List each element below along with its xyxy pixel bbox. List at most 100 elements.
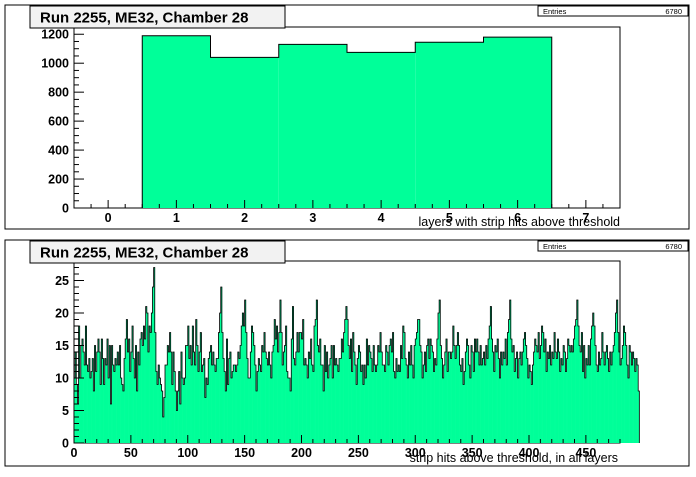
- bottom-bar: [576, 300, 579, 443]
- bottom-bar: [613, 345, 615, 443]
- bottom-bar: [94, 345, 96, 443]
- bottom-bar: [163, 397, 166, 443]
- bottom-bar: [230, 378, 233, 443]
- bottom-bar: [274, 319, 276, 443]
- bottom-bar: [436, 339, 439, 443]
- bottom-bar: [587, 365, 589, 443]
- bottom-bar: [584, 378, 587, 443]
- bottom-bar: [130, 352, 133, 443]
- bottom-bar: [273, 345, 275, 443]
- bottom-bar: [529, 365, 531, 443]
- bottom-bar: [424, 352, 426, 443]
- bottom-bar: [546, 371, 548, 443]
- bottom-bar: [105, 365, 108, 443]
- bottom-bar: [490, 306, 492, 443]
- bottom-bar: [101, 339, 103, 443]
- bottom-bar: [228, 358, 231, 443]
- bottom-bar: [362, 384, 365, 443]
- bottom-bar: [169, 332, 171, 443]
- bottom-bar: [145, 306, 148, 443]
- bottom-bar: [135, 345, 137, 443]
- bottom-bar: [195, 319, 198, 443]
- bottom-bar: [549, 345, 551, 443]
- bottom-bar: [357, 358, 359, 443]
- bottom-bar: [566, 358, 568, 443]
- bottom-bar: [167, 345, 169, 443]
- bottom-bar: [548, 358, 550, 443]
- bottom-bar: [258, 358, 260, 443]
- bottom-bar: [494, 345, 497, 443]
- bottom-bar: [301, 339, 303, 443]
- top-x-tick-label: 3: [309, 211, 316, 225]
- top-x-tick-label: 0: [105, 211, 112, 225]
- bottom-bar: [612, 352, 614, 443]
- bottom-y-tick-label: 0: [62, 437, 69, 451]
- bottom-bar: [399, 371, 401, 443]
- bottom-bar: [85, 326, 87, 443]
- bottom-x-tick-label: 300: [405, 446, 426, 460]
- bottom-bar: [229, 352, 232, 443]
- bottom-bar: [263, 332, 266, 443]
- bottom-bar: [409, 365, 411, 443]
- bottom-bar: [249, 378, 251, 443]
- bottom-bar: [491, 339, 493, 443]
- bottom-bar: [118, 365, 120, 443]
- bottom-histogram-outline: [73, 267, 640, 443]
- top-y-tick-label: 400: [48, 144, 69, 158]
- bottom-bar: [333, 345, 335, 443]
- bottom-bar: [237, 352, 240, 443]
- bottom-bar: [637, 365, 639, 443]
- bottom-bar: [341, 339, 343, 443]
- bottom-bar: [161, 391, 164, 443]
- bottom-bar: [337, 371, 340, 443]
- bottom-bar: [461, 358, 464, 443]
- bottom-bar: [574, 326, 576, 443]
- bottom-bar: [291, 339, 293, 443]
- bottom-bar: [428, 358, 431, 443]
- bottom-bar: [325, 371, 327, 443]
- bottom-bar: [166, 365, 168, 443]
- bottom-bar: [154, 332, 157, 443]
- bottom-bar: [271, 352, 274, 443]
- bottom-bar: [290, 391, 292, 443]
- bottom-bar: [221, 332, 224, 443]
- bottom-bar: [197, 371, 200, 443]
- bottom-bar: [309, 358, 311, 443]
- bottom-bar: [547, 352, 549, 443]
- bottom-bar: [472, 352, 474, 443]
- bottom-y-tick-label: 5: [62, 404, 69, 418]
- bottom-x-tick-label: 250: [348, 446, 369, 460]
- bottom-bar: [354, 365, 357, 443]
- bottom-bar: [434, 358, 437, 443]
- bottom-bar: [513, 345, 515, 443]
- bottom-bar: [589, 365, 591, 443]
- bottom-bar: [420, 352, 423, 443]
- bottom-bar: [588, 345, 590, 443]
- bottom-bar: [492, 352, 495, 443]
- bottom-bar: [499, 378, 501, 443]
- bottom-bar: [577, 326, 580, 443]
- bottom-bar: [212, 352, 215, 443]
- bottom-bar: [334, 365, 336, 443]
- bottom-bar: [158, 365, 160, 443]
- bottom-bar: [351, 371, 353, 443]
- top-histogram-outline: [141, 35, 553, 208]
- top-x-tick-label: 1: [173, 211, 180, 225]
- bottom-bar: [579, 345, 581, 443]
- bottom-bar: [485, 345, 488, 443]
- bottom-bar: [519, 352, 522, 443]
- bottom-bar: [293, 358, 295, 443]
- bottom-bar: [496, 352, 498, 443]
- bottom-bar: [447, 371, 449, 443]
- top-histogram-bars: [141, 35, 553, 209]
- bottom-bar: [381, 352, 383, 443]
- bottom-bar: [266, 358, 268, 443]
- bottom-bar: [165, 365, 167, 443]
- bottom-bar: [416, 332, 418, 443]
- bottom-bar: [417, 319, 419, 443]
- bottom-bar: [551, 352, 554, 443]
- bottom-bar: [242, 313, 244, 443]
- bottom-bar: [572, 352, 574, 443]
- bottom-bar: [625, 345, 628, 443]
- bottom-bar: [464, 371, 466, 443]
